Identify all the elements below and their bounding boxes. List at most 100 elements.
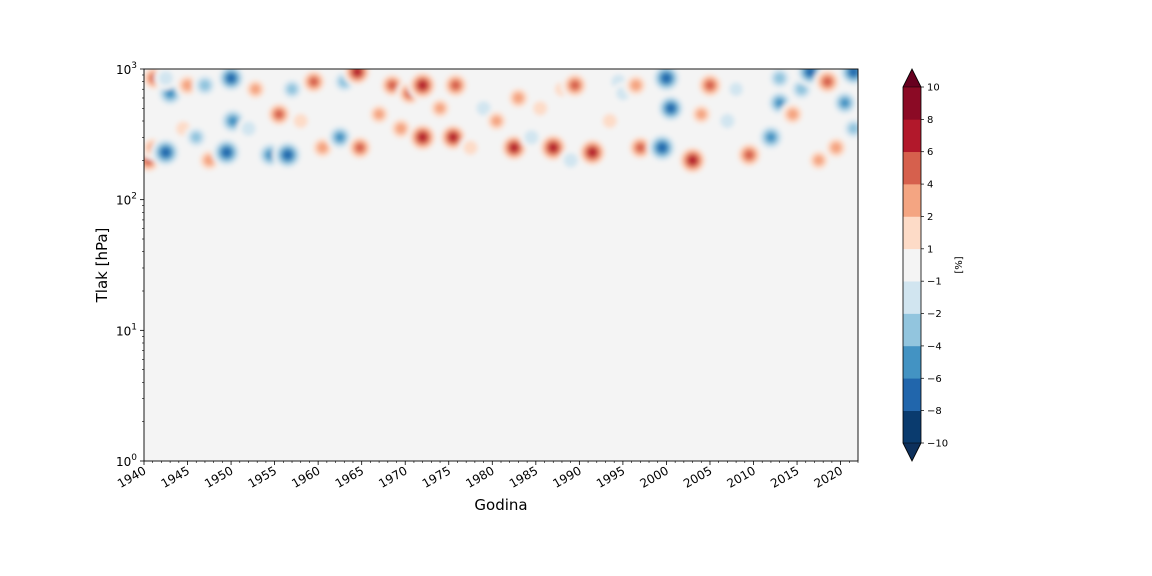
- colorbar-segment: [903, 151, 921, 185]
- colorbar-tick-label: −4: [927, 341, 942, 352]
- anomaly-region: [510, 143, 519, 152]
- anomaly-region: [395, 123, 407, 135]
- x-tick-label: 1980: [463, 463, 496, 490]
- colorbar-label: [%]: [954, 256, 965, 273]
- anomaly-region: [373, 109, 385, 120]
- anomaly-region: [491, 115, 502, 127]
- anomaly-region: [293, 113, 308, 129]
- anomaly-region: [533, 101, 548, 116]
- anomaly-region: [774, 72, 786, 84]
- colorbar-segment: [903, 378, 921, 411]
- colorbar-tick-label: 2: [927, 212, 933, 223]
- y-tick-label: 103: [116, 61, 137, 77]
- anomaly-region: [787, 108, 799, 120]
- colorbar-tick-label: 6: [927, 147, 933, 158]
- colorbar-extend-high: [902, 68, 922, 88]
- anomaly-region: [335, 132, 345, 142]
- anomaly-region: [283, 150, 292, 160]
- anomaly-region: [353, 69, 362, 76]
- colorbar-segment: [903, 184, 921, 217]
- colorbar-segment: [903, 313, 921, 347]
- anomaly-region: [158, 71, 173, 86]
- y-tick-label: 102: [116, 192, 137, 208]
- x-tick-label: 1975: [420, 463, 453, 490]
- anomaly-region: [688, 156, 697, 165]
- colorbar-segment: [903, 281, 921, 314]
- anomaly-region: [476, 101, 491, 116]
- anomaly-region: [729, 82, 743, 96]
- anomaly-region: [662, 74, 671, 83]
- x-tick-label: 2010: [725, 463, 758, 490]
- anomaly-region: [418, 81, 427, 90]
- anomaly-region: [563, 153, 578, 168]
- anomaly-region: [463, 140, 478, 155]
- anomaly-region: [666, 104, 675, 113]
- colorbar-tick-label: −10: [927, 439, 948, 450]
- colorbar-extend-low: [902, 442, 922, 462]
- x-tick-label: 1970: [376, 463, 409, 490]
- x-axis-label: Godina: [474, 496, 527, 514]
- colorbar-tick-label: 8: [927, 115, 933, 126]
- y-tick-label: 101: [116, 322, 137, 338]
- colorbar-segment: [903, 410, 921, 444]
- x-tick-label: 1995: [594, 463, 627, 490]
- y-axis-label: Tlak [hPa]: [93, 228, 111, 304]
- colorbar-segment: [903, 216, 921, 250]
- anomaly-region: [849, 69, 858, 77]
- anomaly-region: [635, 143, 645, 153]
- colorbar-tick-label: 1: [927, 244, 933, 255]
- x-tick-label: 1990: [550, 463, 583, 490]
- anomaly-region: [830, 142, 842, 154]
- anomaly-region: [570, 80, 580, 91]
- colorbar-tick-label: −6: [927, 374, 942, 385]
- colorbar-segment: [903, 119, 921, 153]
- x-tick-label: 1950: [202, 463, 235, 490]
- anomaly-region: [524, 130, 539, 145]
- anomaly-region: [418, 133, 427, 142]
- anomaly-region: [309, 77, 319, 87]
- colorbar-tick-label: −8: [927, 406, 942, 417]
- anomaly-field: [144, 69, 858, 176]
- anomaly-region: [355, 143, 365, 153]
- anomaly-region: [549, 143, 558, 152]
- x-tick-label: 2020: [812, 463, 845, 490]
- colorbar-segment: [903, 248, 921, 282]
- anomaly-region: [161, 148, 170, 157]
- anomaly-region: [806, 69, 815, 76]
- anomaly-region: [813, 155, 825, 166]
- colorbar-tick-label: −2: [927, 309, 942, 320]
- colorbar-tick-label: 10: [927, 83, 940, 94]
- anomaly-region: [588, 148, 597, 157]
- anomaly-region: [250, 83, 261, 95]
- anomaly-region: [602, 113, 617, 129]
- anomaly-region: [744, 150, 754, 160]
- anomaly-region: [657, 143, 667, 152]
- x-tick-label: 1955: [246, 463, 279, 490]
- anomaly-region: [274, 109, 284, 119]
- x-tick-label: 1960: [289, 463, 322, 490]
- anomaly-region: [822, 77, 833, 87]
- anomaly-region: [449, 133, 458, 142]
- anomaly-region: [705, 80, 715, 91]
- anomaly-region: [766, 132, 776, 142]
- anomaly-region: [199, 79, 211, 91]
- anomaly-region: [316, 142, 329, 154]
- anomaly-region: [630, 79, 642, 91]
- colorbar: −10 −8 −6 −4 −2 −1 1 2 4 6 8 10: [902, 68, 948, 462]
- anomaly-region: [795, 83, 808, 95]
- anomaly-region: [286, 83, 298, 95]
- anomaly-region: [181, 79, 194, 91]
- anomaly-region: [190, 132, 202, 143]
- anomaly-region: [227, 74, 236, 83]
- anomaly-region: [512, 92, 525, 104]
- plot-background: [144, 69, 858, 461]
- x-tick-label: 1985: [507, 463, 540, 490]
- x-tick-label: 1965: [333, 463, 366, 490]
- colorbar-tick-label: 4: [927, 180, 933, 191]
- anomaly-region: [696, 109, 707, 120]
- x-tick-label: 2000: [637, 463, 670, 490]
- anomaly-region: [203, 154, 215, 166]
- anomaly-region: [848, 123, 858, 134]
- anomaly-region: [775, 98, 785, 108]
